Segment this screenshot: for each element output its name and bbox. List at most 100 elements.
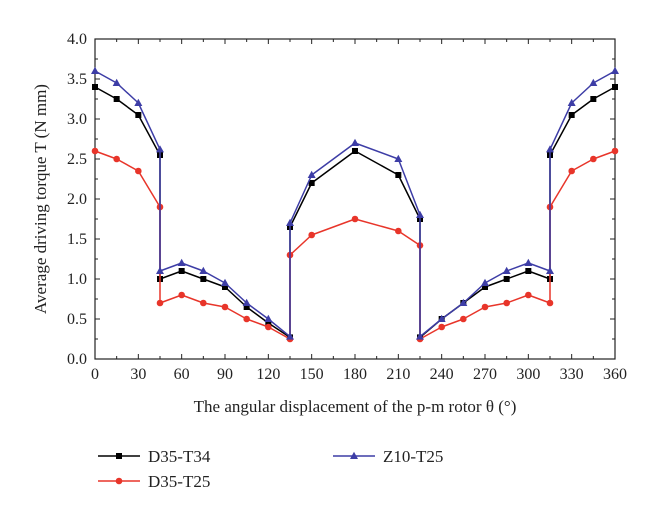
series-line xyxy=(94,70,616,338)
data-point xyxy=(113,96,120,102)
data-point xyxy=(156,145,164,153)
data-point xyxy=(199,266,208,274)
data-point xyxy=(568,112,575,118)
data-point xyxy=(503,299,510,307)
x-tick-label: 360 xyxy=(603,366,627,383)
y-tick-label: 3.0 xyxy=(67,111,87,128)
data-point xyxy=(307,170,316,178)
y-tick-label: 3.5 xyxy=(67,71,87,88)
x-tick-label: 210 xyxy=(386,366,410,383)
data-point xyxy=(286,218,294,226)
data-point xyxy=(265,323,272,331)
data-point xyxy=(135,167,142,175)
data-point xyxy=(590,155,597,163)
data-point xyxy=(590,96,597,102)
data-point xyxy=(460,315,467,323)
x-tick-label: 60 xyxy=(174,366,190,383)
data-point xyxy=(200,299,207,307)
data-point xyxy=(612,84,618,90)
data-point xyxy=(416,210,424,218)
data-point xyxy=(156,266,164,274)
x-tick-label: 150 xyxy=(300,366,324,383)
x-axis-title: The angular displacement of the p-m roto… xyxy=(194,397,517,416)
y-tick-label: 0.0 xyxy=(67,351,87,368)
data-point xyxy=(525,291,532,299)
y-tick-label: 2.0 xyxy=(67,191,87,208)
legend-marker xyxy=(350,451,358,459)
legend-item: D35-T34 xyxy=(98,447,211,466)
data-point xyxy=(222,284,228,290)
series-D35-T25 xyxy=(91,147,619,343)
data-point xyxy=(437,314,446,322)
legend-item: D35-T25 xyxy=(98,472,210,491)
series-layer xyxy=(91,66,619,343)
data-point xyxy=(243,304,250,310)
data-point xyxy=(525,268,532,274)
legend-marker xyxy=(116,453,122,459)
data-point xyxy=(113,155,120,163)
data-point xyxy=(221,278,229,286)
data-point xyxy=(611,66,619,74)
data-point xyxy=(546,266,554,274)
y-tick-label: 4.0 xyxy=(67,31,87,48)
data-point xyxy=(416,332,424,340)
data-point xyxy=(243,315,250,323)
data-point xyxy=(178,291,185,299)
x-tick-label: 0 xyxy=(91,366,99,383)
x-tick-label: 300 xyxy=(516,366,540,383)
plot-frame xyxy=(94,38,616,360)
series-line xyxy=(94,86,616,339)
y-axis-title: Average driving torque T (N mm) xyxy=(31,84,50,314)
x-tick-label: 30 xyxy=(130,366,146,383)
data-point xyxy=(177,258,186,266)
y-tick-label: 0.5 xyxy=(67,311,87,328)
data-point xyxy=(568,167,575,175)
data-point xyxy=(156,299,164,307)
x-tick-label: 90 xyxy=(217,366,233,383)
legend: D35-T34 D35-T25 Z10-T25 xyxy=(98,447,443,491)
data-point xyxy=(242,298,251,306)
data-point xyxy=(394,154,403,162)
y-tick-label: 1.0 xyxy=(67,271,87,288)
data-point xyxy=(546,145,554,153)
data-point xyxy=(352,148,358,154)
legend-label: D35-T25 xyxy=(148,472,210,491)
data-point xyxy=(264,314,273,322)
data-point xyxy=(482,284,488,290)
data-point xyxy=(567,98,576,106)
data-point xyxy=(459,298,468,306)
data-point xyxy=(524,258,533,266)
data-point xyxy=(308,180,315,186)
x-tick-label: 330 xyxy=(560,366,584,383)
x-tick-label: 180 xyxy=(343,366,367,383)
x-tick-label: 120 xyxy=(256,366,280,383)
data-point xyxy=(91,66,99,74)
data-point xyxy=(134,98,143,106)
data-point xyxy=(135,112,142,118)
data-point xyxy=(351,138,359,146)
data-point xyxy=(395,172,402,178)
series-D35-T34 xyxy=(92,84,618,341)
ticks: 0 30 60 90 120 150 180 210 240 270 300 330 360 0.0 0.5… xyxy=(67,31,627,383)
x-tick-label: 270 xyxy=(473,366,497,383)
data-point xyxy=(438,323,445,331)
data-point xyxy=(91,147,99,155)
data-point xyxy=(308,231,315,239)
x-tick-label: 240 xyxy=(430,366,454,383)
data-point xyxy=(611,147,619,155)
data-point xyxy=(351,215,359,223)
data-point xyxy=(503,276,510,282)
data-point xyxy=(286,332,294,340)
data-point xyxy=(221,303,229,311)
data-point xyxy=(395,227,402,235)
data-point xyxy=(112,78,121,86)
data-point xyxy=(92,84,98,90)
data-point xyxy=(200,276,207,282)
data-point xyxy=(546,299,554,307)
data-point xyxy=(502,266,511,274)
series-Z10-T25 xyxy=(91,66,619,340)
data-point xyxy=(589,78,598,86)
legend-label: Z10-T25 xyxy=(383,447,443,466)
series-line xyxy=(94,150,616,340)
